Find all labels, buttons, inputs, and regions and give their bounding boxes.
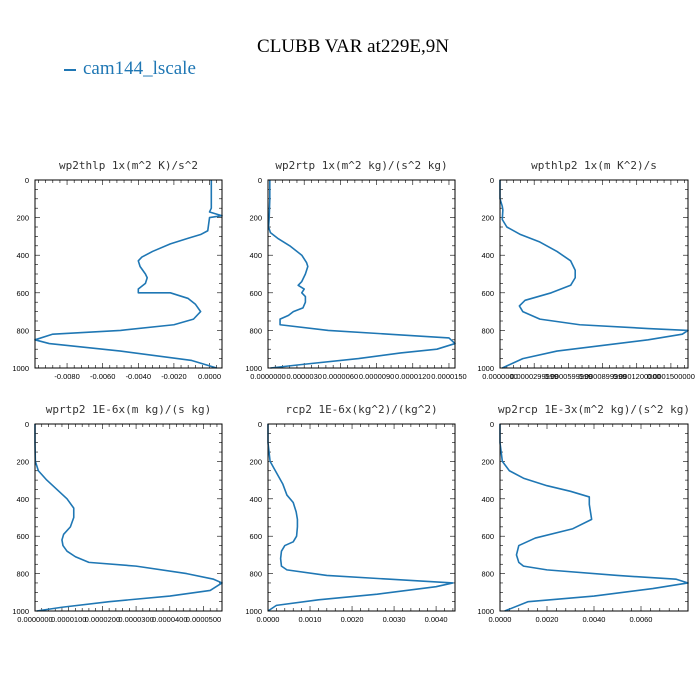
y-tick-label: 1000 xyxy=(477,364,494,373)
y-tick-label: 800 xyxy=(249,570,262,579)
y-tick-label: 0 xyxy=(490,420,494,429)
x-tick-label: 0.0000090 xyxy=(359,372,394,381)
plot-frame xyxy=(267,423,456,612)
y-tick-label: 600 xyxy=(249,289,262,298)
y-tick-label: 800 xyxy=(481,326,494,335)
legend-label: cam144_lscale xyxy=(83,58,196,79)
y-tick-label: 0 xyxy=(25,176,29,185)
x-tick-label: 0.0000000 xyxy=(250,372,285,381)
y-tick-label: 400 xyxy=(249,251,262,260)
series-line-cam144-lscale xyxy=(267,180,456,369)
x-tick-label: 0.0000599999 xyxy=(544,372,592,381)
x-tick-label: 0.0040 xyxy=(425,615,448,624)
y-tick-label: 200 xyxy=(481,457,494,466)
y-tick-label: 0 xyxy=(25,420,29,429)
subplot-title: wp2thlp 1x(m^2 K)/s^2 xyxy=(59,159,198,172)
subplot-title: wpthlp2 1x(m K^2)/s xyxy=(531,159,657,172)
x-tick-label: 0.0040 xyxy=(583,615,606,624)
x-tick-label: 0.0000 xyxy=(257,615,280,624)
y-tick-label: 600 xyxy=(481,289,494,298)
y-tick-label: 1000 xyxy=(12,364,29,373)
series-line-cam144-lscale xyxy=(267,424,454,612)
legend: cam144_lscale xyxy=(64,58,196,80)
subplot-6: wp2rcp 1E-3x(m^2 kg)/(s^2 kg) 0 200 400 600 8… xyxy=(477,403,690,624)
y-tick-label: 200 xyxy=(16,214,29,223)
x-tick-label: 0.0000 xyxy=(198,372,221,381)
y-tick-label: 1000 xyxy=(477,607,494,616)
y-tick-label: 800 xyxy=(481,570,494,579)
x-tick-label: 0.0020 xyxy=(341,615,364,624)
x-tick-label: 0.0010 xyxy=(299,615,322,624)
x-tick-label: 0.0060 xyxy=(630,615,653,624)
subplot-3: wpthlp2 1x(m K^2)/s020040060080010000.00… xyxy=(477,159,695,381)
y-tick-label: 200 xyxy=(16,457,29,466)
x-tick-label: 0.0000060 xyxy=(323,372,358,381)
y-tick-label: 600 xyxy=(481,532,494,541)
x-tick-label: 0.0000299999 xyxy=(510,372,558,381)
x-tick-label: 0.0001500000 xyxy=(647,372,695,381)
y-tick-label: 800 xyxy=(16,570,29,579)
series-line-cam144-lscale xyxy=(499,424,689,612)
x-tick-label: -0.0080 xyxy=(54,372,79,381)
x-tick-label: 0.0030 xyxy=(383,615,406,624)
y-tick-label: 600 xyxy=(16,289,29,298)
x-tick-label: 0.0000150 xyxy=(431,372,466,381)
series-line-cam144-lscale xyxy=(499,180,689,369)
x-tick-label: 0.0000400 xyxy=(152,615,187,624)
x-tick-label: 0.0000000 xyxy=(17,615,52,624)
y-tick-label: 1000 xyxy=(245,607,262,616)
y-tick-label: 400 xyxy=(481,251,494,260)
x-tick-label: 0.0000500 xyxy=(186,615,221,624)
y-tick-label: 200 xyxy=(249,214,262,223)
x-tick-label: 0.0001200000 xyxy=(613,372,661,381)
x-tick-label: -0.0040 xyxy=(126,372,151,381)
x-tick-label: 0.0000000 xyxy=(482,372,517,381)
subplot-title: wp2rcp 1E-3x(m^2 kg)/(s^2 kg) xyxy=(498,403,690,416)
y-tick-label: 400 xyxy=(481,495,494,504)
series-line-cam144-lscale xyxy=(34,180,223,369)
subplot-title: wprtp2 1E-6x(m kg)/(s kg) xyxy=(46,403,212,416)
y-tick-label: 400 xyxy=(16,251,29,260)
y-tick-label: 0 xyxy=(258,420,262,429)
y-tick-label: 400 xyxy=(249,495,262,504)
subplot-5: rcp2 1E-6x(kg^2)/(kg^2) 0 200 400 600 800 1000… xyxy=(245,403,456,624)
x-tick-label: -0.0020 xyxy=(161,372,186,381)
y-tick-label: 200 xyxy=(249,457,262,466)
x-tick-label: 0.0000100 xyxy=(51,615,86,624)
plot-frame xyxy=(499,423,689,612)
y-tick-label: 1000 xyxy=(12,607,29,616)
series-line-cam144-lscale xyxy=(34,424,223,612)
plot-frame xyxy=(34,423,223,612)
x-tick-label: 0.0000120 xyxy=(395,372,430,381)
plot-frame xyxy=(267,179,456,369)
y-tick-label: 200 xyxy=(481,214,494,223)
y-tick-label: 400 xyxy=(16,495,29,504)
y-tick-label: 0 xyxy=(490,176,494,185)
x-tick-label: 0.0000200 xyxy=(85,615,120,624)
subplot-title: rcp2 1E-6x(kg^2)/(kg^2) xyxy=(285,403,437,416)
subplot-1: wp2thlp 1x(m^2 K)/s^2 0 200 400 600 800 1000 -0… xyxy=(12,159,223,381)
x-tick-label: 0.0020 xyxy=(536,615,559,624)
subplot-4: wprtp2 1E-6x(m kg)/(s kg) 0 200 400 600 800 10… xyxy=(12,403,223,624)
x-tick-label: 0.0000030 xyxy=(286,372,321,381)
y-tick-label: 1000 xyxy=(245,364,262,373)
page-title: CLUBB VAR at229E,9N xyxy=(257,36,449,57)
plot-frame xyxy=(499,179,689,369)
legend-line-swatch xyxy=(64,68,76,71)
subplot-title: wp2rtp 1x(m^2 kg)/(s^2 kg) xyxy=(275,159,447,172)
y-tick-label: 600 xyxy=(249,532,262,541)
subplot-2: wp2rtp 1x(m^2 kg)/(s^2 kg) 0 200 400 600 800 1… xyxy=(245,159,466,381)
x-tick-label: 0.0000300 xyxy=(118,615,153,624)
y-tick-label: 600 xyxy=(16,532,29,541)
y-tick-label: 0 xyxy=(258,176,262,185)
y-tick-label: 800 xyxy=(249,326,262,335)
x-tick-label: -0.0060 xyxy=(90,372,115,381)
y-tick-label: 800 xyxy=(16,326,29,335)
x-tick-label: 0.0000899999 xyxy=(579,372,627,381)
x-tick-label: 0.0000 xyxy=(489,615,512,624)
plot-frame xyxy=(34,179,223,369)
